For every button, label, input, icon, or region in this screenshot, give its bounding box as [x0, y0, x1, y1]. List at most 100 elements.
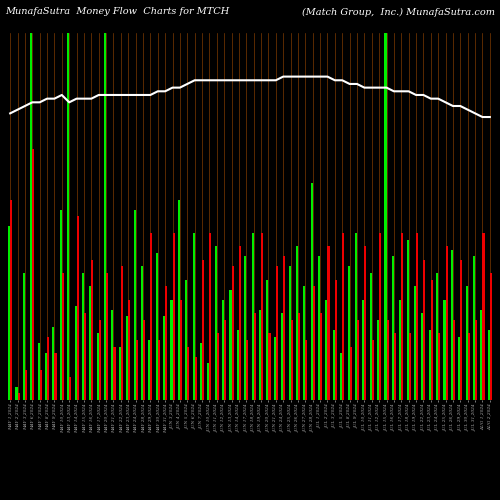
- Bar: [192, 233, 194, 400]
- Bar: [54, 353, 56, 400]
- Bar: [326, 300, 328, 400]
- Bar: [52, 326, 54, 400]
- Bar: [119, 346, 121, 400]
- Bar: [379, 233, 381, 400]
- Bar: [422, 313, 424, 400]
- Bar: [386, 320, 388, 400]
- Bar: [394, 333, 396, 400]
- Bar: [304, 286, 306, 400]
- Bar: [188, 346, 190, 400]
- Bar: [136, 340, 138, 400]
- Bar: [16, 386, 18, 400]
- Bar: [296, 246, 298, 400]
- Bar: [370, 273, 372, 400]
- Bar: [96, 333, 98, 400]
- Bar: [172, 233, 174, 400]
- Bar: [402, 233, 404, 400]
- Bar: [74, 306, 76, 400]
- Bar: [475, 320, 477, 400]
- Bar: [170, 300, 172, 400]
- Bar: [408, 333, 410, 400]
- Bar: [414, 286, 416, 400]
- Bar: [320, 313, 322, 400]
- Bar: [355, 233, 357, 400]
- Bar: [288, 266, 290, 400]
- Bar: [194, 356, 196, 400]
- Bar: [150, 233, 152, 400]
- Bar: [202, 260, 204, 400]
- Bar: [306, 340, 308, 400]
- Bar: [224, 320, 226, 400]
- Bar: [98, 320, 101, 400]
- Bar: [364, 246, 366, 400]
- Bar: [126, 316, 128, 400]
- Bar: [185, 280, 188, 400]
- Bar: [214, 246, 217, 400]
- Bar: [350, 346, 352, 400]
- Bar: [254, 313, 256, 400]
- Bar: [276, 266, 278, 400]
- Bar: [377, 320, 379, 400]
- Bar: [114, 346, 116, 400]
- Bar: [222, 300, 224, 400]
- Bar: [210, 233, 212, 400]
- Bar: [163, 316, 165, 400]
- Bar: [62, 273, 64, 400]
- Bar: [490, 273, 492, 400]
- Bar: [230, 290, 232, 400]
- Bar: [25, 370, 27, 400]
- Bar: [444, 300, 446, 400]
- Bar: [335, 280, 337, 400]
- Bar: [180, 300, 182, 400]
- Bar: [158, 340, 160, 400]
- Bar: [18, 394, 20, 400]
- Bar: [468, 333, 470, 400]
- Bar: [340, 353, 342, 400]
- Bar: [424, 260, 426, 400]
- Bar: [69, 376, 71, 400]
- Bar: [141, 266, 143, 400]
- Bar: [362, 300, 364, 400]
- Bar: [416, 233, 418, 400]
- Bar: [237, 330, 239, 400]
- Bar: [208, 363, 210, 400]
- Bar: [47, 336, 49, 400]
- Bar: [431, 280, 433, 400]
- Bar: [392, 256, 394, 400]
- Bar: [283, 256, 286, 400]
- Bar: [281, 313, 283, 400]
- Bar: [268, 333, 270, 400]
- Bar: [488, 330, 490, 400]
- Bar: [274, 336, 276, 400]
- Bar: [357, 320, 359, 400]
- Bar: [328, 246, 330, 400]
- Bar: [200, 343, 202, 400]
- Bar: [372, 340, 374, 400]
- Bar: [480, 310, 482, 400]
- Bar: [128, 300, 130, 400]
- Bar: [333, 330, 335, 400]
- Bar: [217, 333, 219, 400]
- Bar: [310, 183, 312, 400]
- Bar: [10, 200, 12, 400]
- Bar: [92, 260, 94, 400]
- Bar: [318, 256, 320, 400]
- Bar: [348, 266, 350, 400]
- Bar: [82, 273, 84, 400]
- Bar: [466, 286, 468, 400]
- Bar: [438, 333, 440, 400]
- Bar: [67, 0, 69, 400]
- Bar: [399, 300, 402, 400]
- Bar: [252, 233, 254, 400]
- Bar: [30, 0, 32, 400]
- Bar: [106, 273, 108, 400]
- Bar: [298, 313, 300, 400]
- Bar: [104, 0, 106, 400]
- Bar: [32, 150, 34, 400]
- Bar: [290, 320, 292, 400]
- Bar: [451, 250, 453, 400]
- Bar: [261, 233, 263, 400]
- Text: MunafaSutra  Money Flow  Charts for MTCH: MunafaSutra Money Flow Charts for MTCH: [5, 8, 229, 16]
- Bar: [23, 273, 25, 400]
- Bar: [446, 246, 448, 400]
